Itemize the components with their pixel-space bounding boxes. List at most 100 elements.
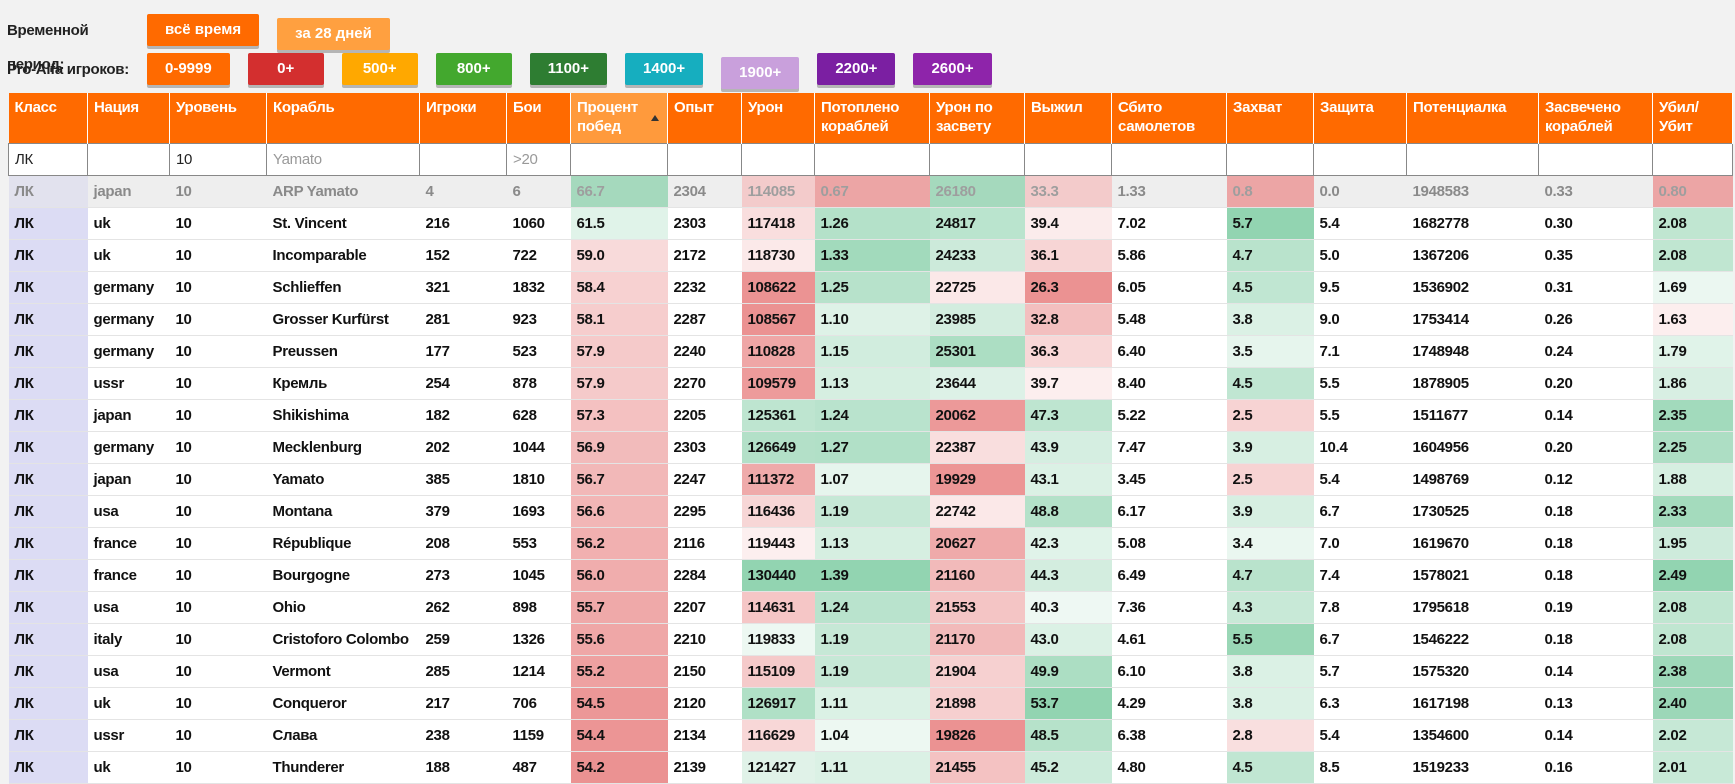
column-header[interactable]: Выжил <box>1024 93 1112 144</box>
filter-input[interactable] <box>1024 143 1112 176</box>
data-row[interactable]: ЛК usa 10 Ohio 262 898 55.7 2207 114631 1.24 21553… <box>8 591 1733 624</box>
column-header[interactable]: Нация <box>87 93 170 144</box>
filter-input[interactable] <box>814 143 930 176</box>
cell: 2116 <box>667 527 742 560</box>
cell: 898 <box>506 591 571 624</box>
cell: germany <box>87 335 170 368</box>
cell: 4 <box>419 175 507 208</box>
filter-input[interactable] <box>1313 143 1407 176</box>
cell: 10 <box>169 207 267 240</box>
data-row[interactable]: ЛК uk 10 St. Vincent 216 1060 61.5 2303 117418 1.… <box>8 207 1733 240</box>
filter-input[interactable]: 10 <box>169 143 267 176</box>
filter-input[interactable]: Yamato <box>266 143 420 176</box>
data-row[interactable]: ЛК italy 10 Cristoforo Colombo 259 1326 55.6 22… <box>8 623 1733 656</box>
cell: 43.0 <box>1024 623 1112 656</box>
data-row[interactable]: ЛК ussr 10 Кремль 254 878 57.9 2270 109579 1.13 23… <box>8 367 1733 400</box>
filter-input[interactable] <box>1652 143 1733 176</box>
cell: 40.3 <box>1024 591 1112 624</box>
column-header[interactable]: Засвечено кораблей <box>1538 93 1653 144</box>
filter-button[interactable]: 1400+ <box>625 53 704 85</box>
filter-input[interactable] <box>1538 143 1653 176</box>
filter-input[interactable] <box>87 143 170 176</box>
column-header[interactable]: Корабль <box>266 93 420 144</box>
column-header[interactable]: Урон <box>741 93 815 144</box>
filter-input[interactable] <box>1226 143 1314 176</box>
cell: 262 <box>419 591 507 624</box>
cell: 1.10 <box>814 303 930 336</box>
cell: 4.7 <box>1226 559 1314 592</box>
data-row[interactable]: ЛК france 10 Bourgogne 273 1045 56.0 2284 130440… <box>8 559 1733 592</box>
column-header[interactable]: Игроки <box>419 93 507 144</box>
cell: 54.5 <box>570 687 668 720</box>
column-header[interactable]: Захват <box>1226 93 1314 144</box>
cell: 4.29 <box>1111 687 1227 720</box>
filter-button[interactable]: 2600+ <box>913 53 992 85</box>
cell: 722 <box>506 239 571 272</box>
cell: 7.1 <box>1313 335 1407 368</box>
column-header[interactable]: Урон по засвету <box>929 93 1025 144</box>
data-row[interactable]: ЛК japan 10 Shikishima 182 628 57.3 2205 125361 1… <box>8 399 1733 432</box>
cell: 10 <box>169 431 267 464</box>
data-row[interactable]: ЛК germany 10 Grosser Kurfürst 281 923 58.1 228… <box>8 303 1733 336</box>
column-header[interactable]: Сбито самолетов <box>1111 93 1227 144</box>
data-row[interactable]: ЛК germany 10 Schlieffen 321 1832 58.4 2232 1086… <box>8 271 1733 304</box>
cell: 5.4 <box>1313 719 1407 752</box>
filter-button[interactable]: 0-9999 <box>147 53 230 85</box>
cell: 10 <box>169 175 267 208</box>
cell: 2134 <box>667 719 742 752</box>
cell: Кремль <box>266 367 420 400</box>
filter-button[interactable]: 1900+ <box>721 57 800 89</box>
column-header[interactable]: Бои <box>506 93 571 144</box>
filter-input[interactable] <box>419 143 507 176</box>
column-header[interactable]: Уровень <box>169 93 267 144</box>
data-row[interactable]: ЛК uk 10 Incomparable 152 722 59.0 2172 118730 1.… <box>8 239 1733 272</box>
column-header[interactable]: Убил/ Убит <box>1652 93 1733 144</box>
cell: 0.80 <box>1652 175 1733 208</box>
cell: 1.04 <box>814 719 930 752</box>
cell: 0.12 <box>1538 463 1653 496</box>
data-row[interactable]: ЛК germany 10 Mecklenburg 202 1044 56.9 2303 126… <box>8 431 1733 464</box>
cell: 2240 <box>667 335 742 368</box>
cell: 1753414 <box>1406 303 1539 336</box>
data-row[interactable]: ЛК france 10 République 208 553 56.2 2116 119443… <box>8 527 1733 560</box>
filter-input[interactable] <box>929 143 1025 176</box>
data-row[interactable]: ЛК japan 10 Yamato 385 1810 56.7 2247 111372 1.07… <box>8 463 1733 496</box>
data-row[interactable]: ЛК uk 10 Thunderer 188 487 54.2 2139 121427 1.11 2… <box>8 751 1733 784</box>
cell: 3.8 <box>1226 303 1314 336</box>
data-row[interactable]: ЛК ussr 10 Слава 238 1159 54.4 2134 116629 1.04 19… <box>8 719 1733 752</box>
data-row[interactable]: ЛК usa 10 Vermont 285 1214 55.2 2150 115109 1.19 2… <box>8 655 1733 688</box>
column-header[interactable]: Процент побед <box>570 93 668 144</box>
cell: 3.8 <box>1226 687 1314 720</box>
filter-button[interactable]: 0+ <box>247 53 324 85</box>
filter-input[interactable] <box>1111 143 1227 176</box>
filter-input[interactable] <box>1406 143 1539 176</box>
column-header[interactable]: Класс <box>8 93 88 144</box>
filter-button[interactable]: 1100+ <box>529 53 608 85</box>
filter-input[interactable]: ЛК <box>8 143 88 176</box>
cell: 281 <box>419 303 507 336</box>
data-row[interactable]: ЛК japan 10 ARP Yamato 4 6 66.7 2304 114085 0.67 2… <box>8 175 1733 208</box>
data-row[interactable]: ЛК usa 10 Montana 379 1693 56.6 2295 116436 1.19 2… <box>8 495 1733 528</box>
data-row[interactable]: ЛК uk 10 Conqueror 217 706 54.5 2120 126917 1.11 2… <box>8 687 1733 720</box>
filter-button[interactable]: 2200+ <box>817 53 896 85</box>
column-header[interactable]: Опыт <box>667 93 742 144</box>
column-header[interactable]: Потенциалка <box>1406 93 1539 144</box>
cell: 202 <box>419 431 507 464</box>
filter-button[interactable]: 500+ <box>341 53 418 85</box>
filter-input[interactable] <box>741 143 815 176</box>
filter-input[interactable] <box>667 143 742 176</box>
column-header[interactable]: Потоплено кораблей <box>814 93 930 144</box>
filter-input[interactable] <box>570 143 668 176</box>
filter-button[interactable]: 800+ <box>435 53 512 85</box>
cell: 23985 <box>929 303 1025 336</box>
cell: 5.22 <box>1111 399 1227 432</box>
cell: 188 <box>419 751 507 784</box>
filter-button[interactable]: всё время <box>147 14 260 46</box>
filter-input[interactable]: >20 <box>506 143 571 176</box>
data-row[interactable]: ЛК germany 10 Preussen 177 523 57.9 2240 110828 1… <box>8 335 1733 368</box>
cell: 0.31 <box>1538 271 1653 304</box>
cell: 10 <box>169 623 267 656</box>
column-header[interactable]: Защита <box>1313 93 1407 144</box>
filter-button[interactable]: за 28 дней <box>277 18 390 50</box>
cell: ЛК <box>8 271 88 304</box>
